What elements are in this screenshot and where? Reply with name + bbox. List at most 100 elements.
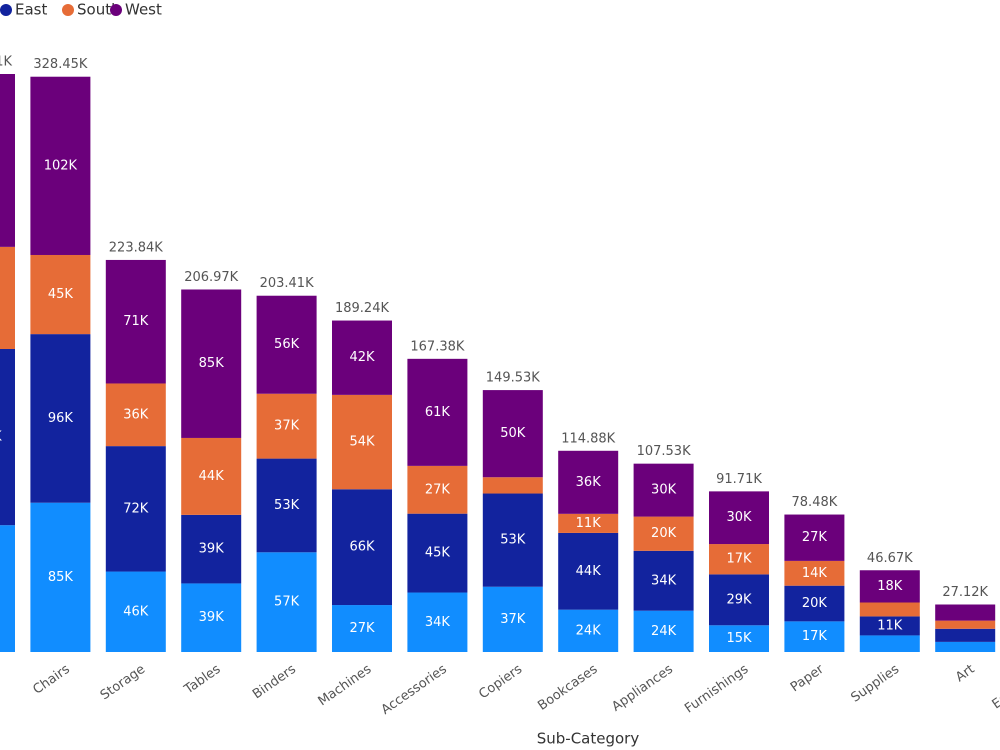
bar-segment — [859, 602, 920, 617]
data-label: 56K — [274, 337, 300, 352]
bar-segment — [784, 621, 845, 652]
bar-segment — [709, 544, 769, 575]
data-label: 85K — [48, 570, 74, 585]
x-tick-label: Furnishings — [682, 662, 751, 717]
data-label: 30K — [651, 483, 677, 498]
x-tick-label: Chairs — [31, 662, 73, 698]
total-label: 203.41K — [260, 276, 314, 291]
data-label: 61K — [425, 405, 451, 420]
total-label: 46.67K — [867, 551, 913, 566]
bar-segment — [181, 583, 242, 652]
legend-label: West — [125, 1, 162, 19]
total-label: 167.38K — [410, 339, 464, 354]
bar-segment — [105, 383, 166, 447]
x-tick-label: Art — [953, 662, 977, 685]
bar-segment — [0, 74, 15, 247]
bar-segment — [482, 390, 543, 478]
bar-segment — [256, 295, 317, 394]
bar-segment — [256, 458, 317, 553]
bar-segment — [332, 394, 392, 490]
data-label: 24K — [576, 623, 602, 638]
x-tick-label: Accessories — [379, 662, 450, 718]
bar-segment — [0, 348, 15, 526]
bar-segment — [482, 586, 543, 652]
data-label: 45K — [48, 287, 74, 302]
x-tick-label: Bookcases — [535, 662, 600, 714]
data-label: 96K — [48, 411, 74, 426]
bar-segment — [859, 635, 920, 652]
bar-segment — [935, 628, 996, 642]
x-tick-label: Storage — [98, 662, 148, 703]
bar-segment — [181, 514, 242, 584]
total-label: 223.84K — [109, 240, 163, 255]
data-label: 27K — [425, 482, 451, 497]
data-label: 34K — [425, 615, 451, 630]
data-label: 46K — [123, 604, 149, 619]
bar-segment — [935, 604, 996, 621]
data-label: 18K — [877, 579, 903, 594]
x-tick-label: Binders — [250, 662, 299, 703]
bar-segment — [181, 437, 242, 515]
bar-segment — [105, 571, 166, 652]
bar-segment — [784, 585, 845, 622]
bar-segment — [407, 592, 468, 652]
total-label: 91.71K — [716, 472, 762, 487]
bar-segment — [859, 570, 920, 603]
data-label: 20K — [802, 596, 828, 611]
bar-segment — [784, 514, 845, 561]
data-label: 37K — [500, 612, 526, 627]
x-tick-label: Paper — [788, 661, 827, 695]
data-label: 24K — [651, 624, 677, 639]
data-label: 45K — [425, 546, 451, 561]
bar-segment — [407, 465, 468, 514]
data-label: 14K — [802, 566, 828, 581]
bar-segment — [30, 254, 91, 335]
bar-segment — [935, 641, 996, 652]
data-label: 85K — [199, 356, 225, 371]
data-label: 36K — [576, 475, 602, 490]
data-label: 29K — [726, 592, 752, 607]
data-label: 44K — [576, 564, 602, 579]
x-tick-label: Appliances — [609, 662, 676, 715]
bar-segment — [784, 560, 845, 586]
data-label: 50K — [500, 426, 526, 441]
bar-segment — [181, 289, 242, 438]
data-label: 101K — [0, 430, 2, 445]
bar-segment — [558, 532, 619, 610]
legend-marker — [62, 4, 74, 16]
data-label: 27K — [802, 530, 828, 545]
total-label: 206.97K — [184, 270, 238, 285]
x-tick-label: Copiers — [476, 662, 525, 703]
data-label: 37K — [274, 419, 300, 434]
data-label: 36K — [123, 407, 149, 422]
data-label: 11K — [877, 618, 903, 633]
bar-segment — [482, 477, 543, 494]
x-tick-label: Supplies — [848, 662, 902, 706]
bar-segment — [633, 463, 694, 517]
bar-segment — [332, 320, 392, 395]
legend-label: East — [15, 1, 47, 19]
bar-segment — [407, 513, 468, 593]
data-label: 15K — [726, 631, 752, 646]
x-tick-label: Envelopes — [990, 662, 1000, 713]
data-label: 42K — [349, 350, 375, 365]
total-label: 149.53K — [486, 371, 540, 386]
data-label: 27K — [349, 621, 375, 636]
total-label: 189.24K — [335, 301, 389, 316]
data-label: 57K — [274, 595, 300, 610]
bar-segment — [633, 610, 694, 652]
bar-segment — [332, 489, 392, 606]
bar-segment — [482, 493, 543, 587]
data-label: 102K — [44, 158, 78, 173]
bar-segment — [256, 552, 317, 652]
data-label: 30K — [726, 510, 752, 525]
data-label: 53K — [274, 498, 300, 513]
data-label: 39K — [199, 542, 225, 557]
x-tick-label: Machines — [316, 662, 375, 710]
data-label: 34K — [651, 573, 677, 588]
data-label: 17K — [726, 552, 752, 567]
legend-label: South — [77, 1, 121, 19]
total-label: 114.88K — [561, 431, 615, 446]
bar-segment — [935, 620, 996, 629]
x-tick-label: Tables — [181, 662, 224, 698]
